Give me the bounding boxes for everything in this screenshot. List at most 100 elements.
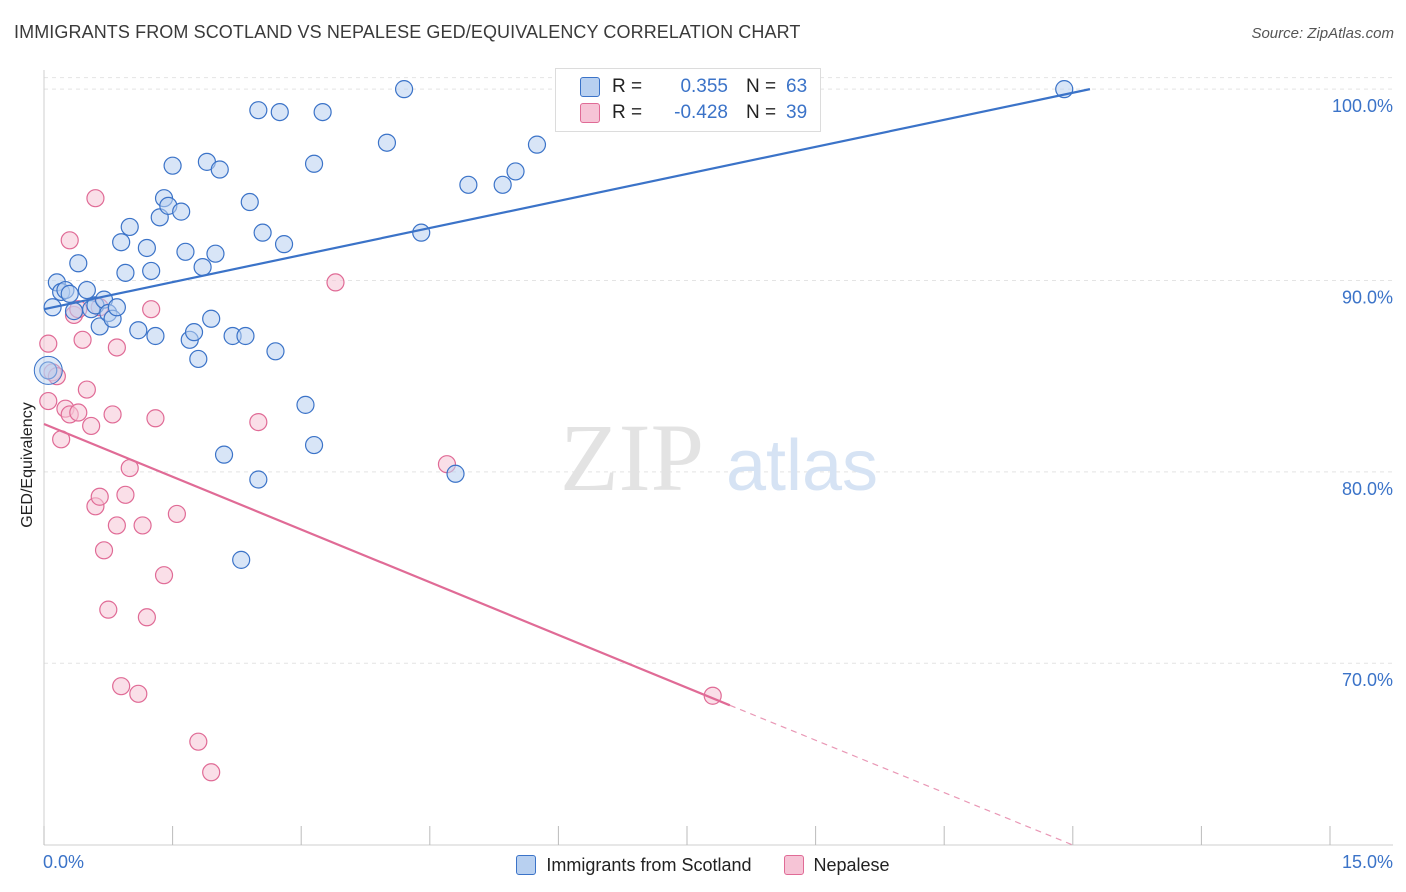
data-point bbox=[527, 135, 547, 154]
trend-lines bbox=[43, 88, 1091, 846]
data-point bbox=[274, 235, 294, 254]
data-point bbox=[116, 485, 135, 504]
legend-n-label: N = bbox=[746, 76, 777, 97]
data-point bbox=[77, 280, 96, 300]
series-scotland-points bbox=[33, 80, 1074, 569]
data-point bbox=[202, 309, 221, 328]
watermark-atlas: atlas bbox=[726, 426, 878, 506]
legend-n-value: 39 bbox=[786, 102, 808, 123]
data-point bbox=[69, 403, 88, 422]
data-point bbox=[146, 326, 165, 346]
data-point bbox=[107, 298, 126, 317]
data-point bbox=[249, 470, 268, 489]
legend-swatch-nepalese bbox=[580, 103, 600, 123]
data-point bbox=[73, 330, 92, 349]
data-point-cluster bbox=[33, 355, 63, 385]
data-point bbox=[202, 763, 221, 782]
legend-row-nepalese: R = -0.428 N = 39 bbox=[580, 100, 807, 126]
data-point bbox=[103, 405, 122, 424]
legend-row-scotland: R = 0.355 N = 63 bbox=[580, 74, 807, 100]
legend-r-value: -0.428 bbox=[674, 102, 728, 123]
y-tick-label: 80.0% bbox=[1342, 479, 1393, 499]
data-point bbox=[129, 321, 148, 340]
x-tick-label-max: 15.0% bbox=[1341, 852, 1393, 872]
data-point bbox=[146, 409, 165, 428]
watermark: ZIP atlas bbox=[560, 404, 878, 511]
legend-r-value: 0.355 bbox=[680, 76, 728, 97]
y-tick-label: 70.0% bbox=[1342, 670, 1393, 690]
data-point bbox=[206, 244, 225, 263]
trend-line-nepalese bbox=[43, 422, 731, 707]
legend-item-nepalese: Nepalese bbox=[783, 855, 890, 876]
data-point bbox=[39, 391, 58, 411]
data-point bbox=[176, 242, 195, 261]
legend-n-label: N = bbox=[746, 102, 777, 123]
data-point bbox=[270, 102, 289, 122]
data-point bbox=[189, 349, 208, 369]
data-point bbox=[446, 464, 465, 483]
data-point bbox=[459, 175, 478, 194]
data-point bbox=[377, 133, 397, 152]
series-nepalese-points bbox=[39, 189, 722, 782]
data-point bbox=[60, 284, 79, 303]
data-point bbox=[313, 102, 332, 122]
data-point bbox=[107, 338, 126, 357]
data-point bbox=[172, 202, 191, 221]
data-point bbox=[86, 189, 105, 208]
trend-line-scotland bbox=[43, 88, 1091, 311]
legend-n-value: 63 bbox=[786, 76, 808, 97]
grid-lines bbox=[44, 77, 1393, 664]
data-point bbox=[107, 516, 126, 535]
data-point bbox=[77, 380, 96, 399]
chart-title: IMMIGRANTS FROM SCOTLAND VS NEPALESE GED… bbox=[14, 22, 801, 42]
data-point bbox=[154, 566, 174, 585]
data-point bbox=[137, 608, 156, 627]
data-point bbox=[189, 732, 208, 751]
data-point bbox=[210, 160, 229, 179]
data-point bbox=[137, 238, 156, 258]
legend-r-label: R = bbox=[612, 76, 643, 97]
legend-swatch-nepalese bbox=[783, 855, 804, 875]
data-point bbox=[112, 677, 131, 696]
data-point bbox=[133, 516, 152, 535]
correlation-legend: R = 0.355 N = 63 R = -0.428 N = 39 bbox=[555, 68, 821, 132]
data-point bbox=[214, 445, 234, 464]
y-tick-labels: 70.0% 80.0% 90.0% 100.0% bbox=[1332, 96, 1393, 690]
data-point bbox=[304, 154, 324, 173]
data-point bbox=[240, 192, 259, 212]
data-point bbox=[116, 263, 135, 282]
data-point bbox=[39, 334, 58, 353]
data-point bbox=[163, 156, 182, 175]
trend-line-nepalese-extrapolated bbox=[729, 704, 1074, 846]
data-point bbox=[193, 257, 212, 277]
data-point bbox=[236, 326, 255, 346]
data-point bbox=[266, 342, 285, 361]
legend-swatch-scotland bbox=[580, 77, 600, 97]
watermark-zip: ZIP bbox=[560, 404, 704, 511]
data-point bbox=[412, 223, 431, 242]
y-tick-label: 100.0% bbox=[1332, 96, 1393, 116]
data-point bbox=[304, 435, 324, 455]
data-point bbox=[493, 175, 512, 194]
data-point bbox=[112, 233, 131, 252]
legend-item-scotland: Immigrants from Scotland bbox=[516, 855, 752, 876]
data-point bbox=[296, 395, 315, 414]
data-point bbox=[326, 273, 345, 292]
legend-r-label: R = bbox=[612, 102, 643, 123]
data-point bbox=[249, 412, 268, 432]
data-point bbox=[184, 323, 204, 342]
source-label: Source: ZipAtlas.com bbox=[1251, 25, 1394, 42]
data-point bbox=[129, 684, 148, 703]
data-point bbox=[142, 300, 161, 319]
data-point bbox=[94, 541, 114, 560]
data-point bbox=[39, 361, 58, 380]
data-point bbox=[506, 162, 525, 181]
data-point bbox=[60, 231, 79, 250]
legend-swatch-scotland bbox=[516, 855, 537, 875]
data-point bbox=[249, 101, 268, 120]
axes bbox=[43, 70, 1393, 846]
data-point bbox=[120, 217, 139, 237]
series-legend: Immigrants from Scotland Nepalese bbox=[0, 851, 1406, 879]
data-point bbox=[90, 487, 109, 506]
